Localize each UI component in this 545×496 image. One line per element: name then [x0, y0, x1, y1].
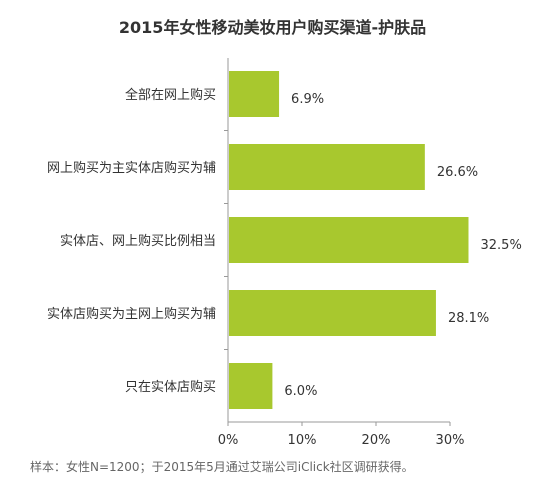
value-label: 28.1% [448, 311, 489, 326]
bar [229, 71, 280, 117]
bar [229, 363, 273, 409]
bar [229, 144, 425, 190]
value-label: 26.6% [437, 165, 478, 180]
x-tick-label: 30% [436, 433, 465, 448]
category-label: 只在实体店购买 [125, 379, 216, 395]
category-label: 实体店、网上购买比例相当 [60, 233, 216, 249]
chart-title: 2015年女性移动美妆用户购买渠道-护肤品 [118, 18, 427, 37]
value-label: 32.5% [481, 238, 522, 253]
value-label: 6.9% [291, 92, 324, 107]
category-label: 网上购买为主实体店购买为辅 [47, 160, 216, 176]
x-tick-label: 20% [362, 433, 391, 448]
x-tick-label: 0% [218, 433, 239, 448]
bar [229, 217, 469, 263]
category-label: 实体店购买为主网上购买为辅 [47, 306, 216, 322]
chart-footnote: 样本：女性N=1200；于2015年5月通过艾瑞公司iClick社区调研获得。 [30, 460, 414, 474]
category-label: 全部在网上购买 [125, 87, 216, 103]
x-tick-label: 10% [288, 433, 317, 448]
value-label: 6.0% [284, 384, 317, 399]
bar [229, 290, 436, 336]
